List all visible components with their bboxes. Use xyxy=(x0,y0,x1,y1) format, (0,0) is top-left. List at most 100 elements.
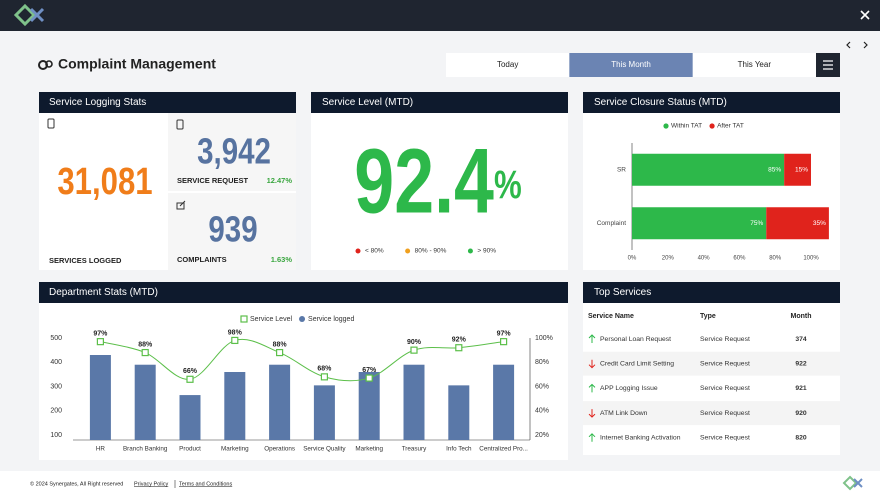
legend-label: > 90% xyxy=(477,248,496,255)
copyright: © 2024 Synergates, All Right reserved xyxy=(30,480,123,487)
footer xyxy=(0,471,880,495)
bar-segment xyxy=(784,153,811,186)
footer-link[interactable]: Privacy Policy xyxy=(134,481,168,487)
panel-title: Service Logging Stats xyxy=(49,97,146,108)
department-chart: 100 200 300 400 500 20% 40% 60% 80% 100% Service L… xyxy=(50,315,553,453)
x-tick-label: Marketing xyxy=(355,446,383,453)
close-button[interactable] xyxy=(860,10,870,20)
bar xyxy=(313,385,335,440)
y-tick-label: 200 xyxy=(50,408,62,415)
table-cell: Service Request xyxy=(700,336,750,343)
value-label: 35% xyxy=(813,220,826,227)
legend-label: Service logged xyxy=(308,316,354,323)
panel-header xyxy=(39,92,296,113)
legend: < 80% 80% - 90% > 90% xyxy=(355,248,496,255)
y2-tick-label: 20% xyxy=(535,432,549,439)
footer-link[interactable]: Terms and Conditions xyxy=(179,481,232,487)
line xyxy=(100,338,504,382)
column-header: Month xyxy=(791,313,812,320)
closure-chart: Within TAT After TAT 0% 20% 40% 60% 80% 100% SR 8… xyxy=(597,123,829,262)
line-marker xyxy=(96,338,105,346)
value-label: 88% xyxy=(273,341,288,348)
top-bar xyxy=(0,0,880,31)
value: 92.4 xyxy=(354,130,494,233)
trend-up xyxy=(588,383,596,393)
table-cell: Credit Card Limit Setting xyxy=(600,360,674,367)
tab[interactable]: This Month xyxy=(611,60,651,69)
kpi-value: 3,942 xyxy=(197,131,271,171)
bar xyxy=(493,364,515,440)
tab[interactable]: Today xyxy=(497,60,518,69)
x-tick-label: Centralized Pro... xyxy=(479,446,528,453)
icon xyxy=(176,200,186,210)
value-label: 66% xyxy=(183,368,198,375)
line-marker xyxy=(500,338,508,346)
legend-marker xyxy=(240,315,248,323)
line-marker xyxy=(186,375,194,383)
table-row xyxy=(583,376,840,401)
table-cell: Service Request xyxy=(700,360,750,367)
panel xyxy=(311,92,568,270)
bar xyxy=(179,395,201,440)
kpi-label: SERVICE REQUEST xyxy=(177,176,249,185)
table-cell: Personal Loan Request xyxy=(600,336,671,343)
legend-dot xyxy=(355,248,361,254)
x-tick-label: 0% xyxy=(628,256,637,262)
panel-title: Service Closure Status (MTD) xyxy=(594,97,727,108)
value-label: 88% xyxy=(138,341,153,348)
y2-tick-label: 80% xyxy=(535,359,549,366)
kpi-value: 939 xyxy=(208,209,257,249)
value-label: 97% xyxy=(93,330,108,337)
panel-title: Top Services xyxy=(594,287,651,298)
bar xyxy=(448,385,470,440)
panel-header xyxy=(583,92,840,113)
table-cell: 920 xyxy=(795,410,807,417)
x-tick-label: 40% xyxy=(698,256,711,262)
x-tick-label: 80% xyxy=(769,256,782,262)
service-level-value: 92.4% xyxy=(354,130,521,233)
panel-header xyxy=(39,282,568,303)
kpi-change: 12.47% xyxy=(267,176,293,185)
y2-tick-label: 60% xyxy=(535,383,549,390)
y-tick-label: Complaint xyxy=(597,220,626,227)
x-tick-label: 100% xyxy=(803,256,819,262)
value-label: 75% xyxy=(750,220,763,227)
table-row xyxy=(583,401,840,426)
x-tick-label: Info Tech xyxy=(446,446,472,453)
table-cell: Service Request xyxy=(700,410,750,417)
x-tick-label: 20% xyxy=(662,256,675,262)
legend-marker xyxy=(299,316,306,322)
legend-label: 80% - 90% xyxy=(415,248,447,255)
table-row xyxy=(583,425,840,450)
y-tick-label: 300 xyxy=(50,383,62,390)
kpi-label: COMPLAINTS xyxy=(177,255,227,264)
bar xyxy=(134,364,156,440)
value-label: 68% xyxy=(317,366,332,373)
line-marker xyxy=(231,336,239,345)
y-tick-label: 400 xyxy=(50,359,62,366)
legend-dot xyxy=(467,248,473,254)
value-label: 85% xyxy=(768,166,781,173)
x-tick-label: Operations xyxy=(264,446,295,453)
value-label: 97% xyxy=(497,330,512,337)
bar xyxy=(403,364,425,440)
footer-logo xyxy=(842,475,863,491)
prev-button[interactable] xyxy=(846,41,851,49)
unit: % xyxy=(494,163,522,208)
legend-label: Within TAT xyxy=(671,123,702,130)
icon xyxy=(47,118,55,129)
y2-tick-label: 40% xyxy=(535,408,549,415)
tab[interactable]: This Year xyxy=(738,60,772,69)
legend-dot xyxy=(405,248,411,254)
panel xyxy=(39,282,568,460)
x-tick-label: Service Quality xyxy=(303,446,346,453)
next-button[interactable] xyxy=(863,41,868,49)
table-cell: ATM Link Down xyxy=(600,410,648,417)
menu-icon xyxy=(823,60,833,70)
trend-down xyxy=(588,359,596,369)
kpi-value: 31,081 xyxy=(57,161,152,203)
line-marker xyxy=(276,348,284,357)
legend-label: < 80% xyxy=(365,248,384,255)
